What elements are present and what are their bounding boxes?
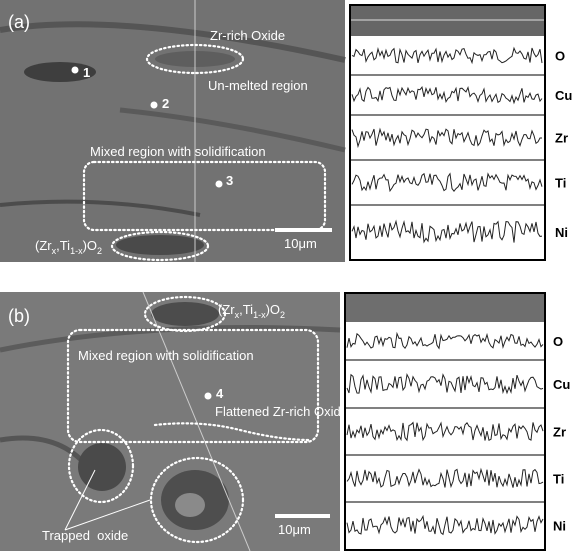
element-label: Ti [553, 472, 564, 487]
element-label: Zr [553, 425, 566, 440]
point-label: 3 [226, 173, 233, 188]
element-label: Cu [553, 377, 570, 392]
element-label: Cu [555, 88, 572, 103]
annotation: Zr-rich Oxide [210, 28, 285, 43]
line-scan-a: O Cu Zr Ti Ni [350, 5, 572, 260]
line-scan-b: O Cu Zr Ti Ni [345, 293, 570, 550]
point-label: 4 [216, 386, 224, 401]
panel-label: (a) [8, 12, 30, 32]
scale-bar-label: 10μm [278, 522, 311, 537]
panel-label: (b) [8, 306, 30, 326]
annotation: Mixed region with solidification [78, 348, 254, 363]
annotation: Trapped oxide [42, 528, 128, 543]
element-label: Ni [555, 225, 568, 240]
element-label: Ni [553, 519, 566, 534]
figure: (a) Zr-rich Oxide Un-melted region Mixed… [0, 0, 579, 551]
annotation: Un-melted region [208, 78, 308, 93]
element-label: O [553, 334, 563, 349]
point-label: 1 [83, 65, 90, 80]
point-label: 2 [162, 96, 169, 111]
micrograph-a: (a) Zr-rich Oxide Un-melted region Mixed… [0, 0, 345, 262]
annotation: Flattened Zr-rich Oxide [215, 404, 348, 419]
element-label: Zr [555, 131, 568, 146]
element-label: O [555, 49, 565, 64]
scale-bar-label: 10μm [284, 236, 317, 251]
element-label: Ti [555, 176, 566, 191]
annotation: Mixed region with solidification [90, 144, 266, 159]
micrograph-b: (b) (Zrx,Ti1-x)O2 Mixed region with soli… [0, 292, 348, 551]
